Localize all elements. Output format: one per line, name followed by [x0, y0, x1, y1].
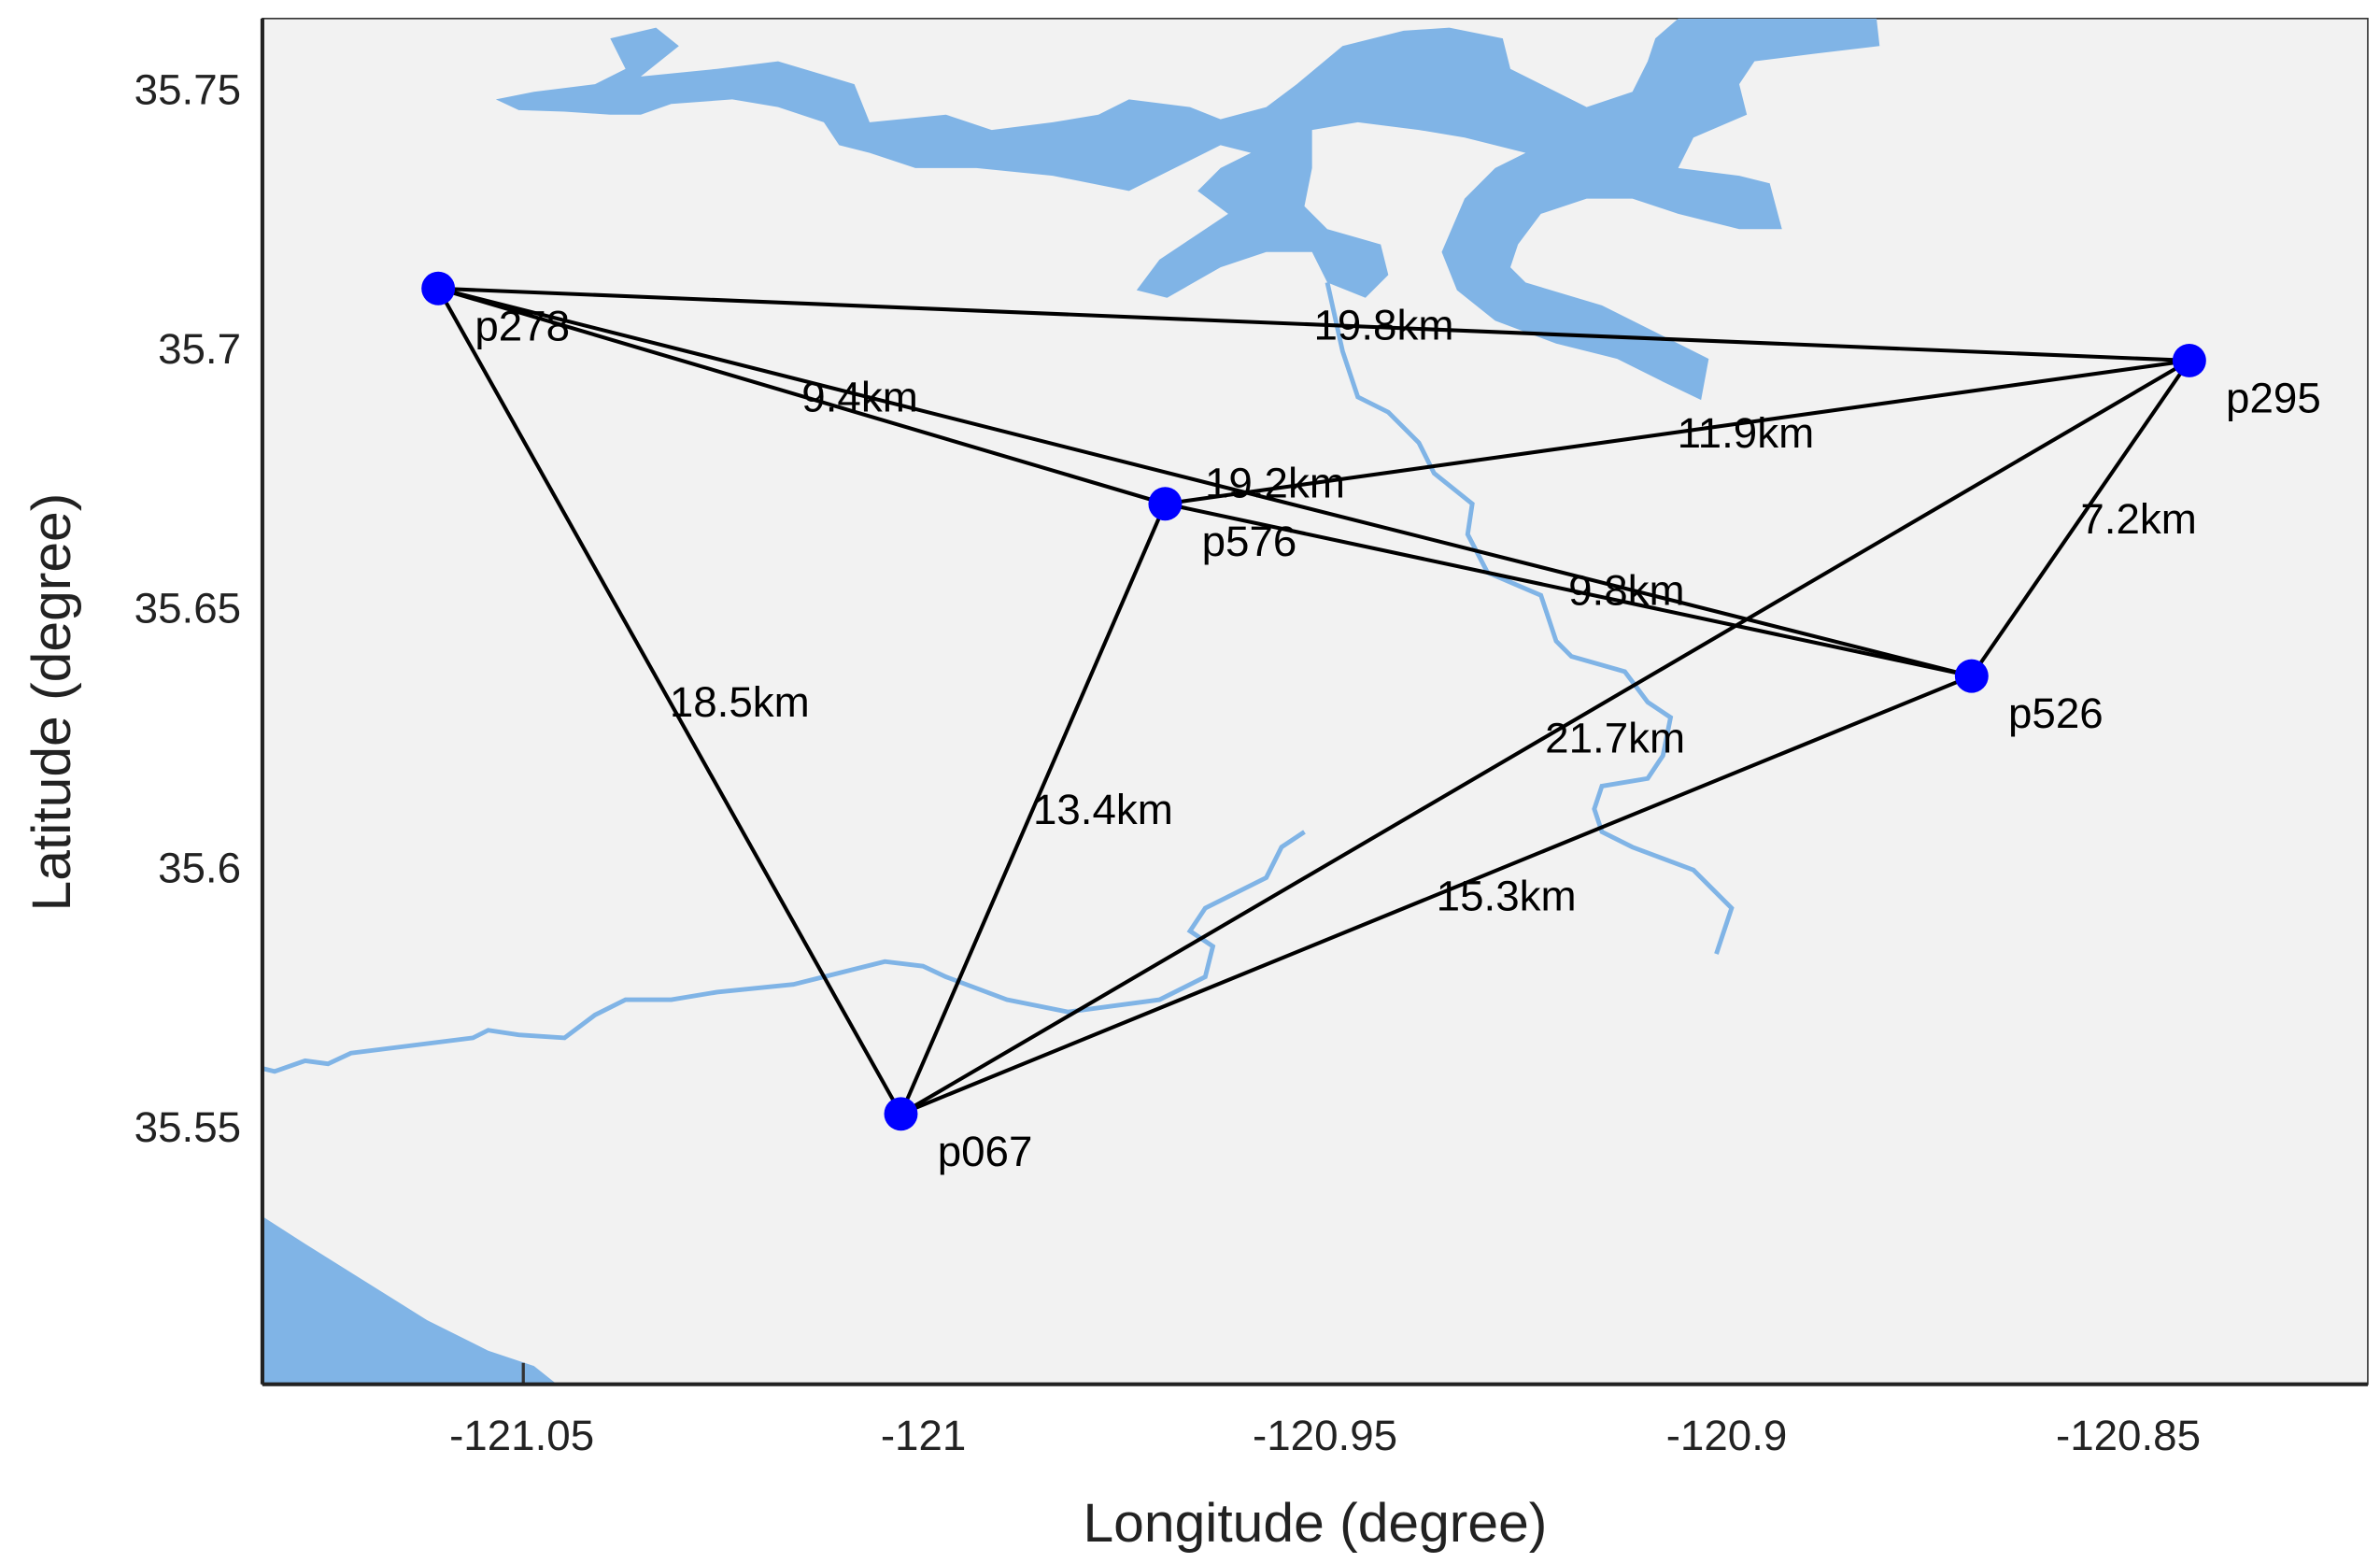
edge-distance-label: 11.9km — [1678, 409, 1815, 457]
y-tick-label: 35.65 — [135, 585, 241, 632]
x-axis-label: Longitude (degree) — [1083, 1493, 1547, 1554]
edge-distance-label: 13.4km — [1033, 786, 1173, 833]
x-tick-label: -120.85 — [2056, 1412, 2201, 1459]
edge-p278-p526 — [437, 286, 1973, 678]
edge-distance-label: 19.8km — [1314, 302, 1454, 349]
edge-p576-p295 — [1165, 358, 2190, 506]
y-axis-label: Latitude (degree) — [21, 493, 82, 912]
edge-labels: 19.8km 9.4km 19.2km 11.9km 9.8km 7.2km 18.5km 1… — [670, 302, 2197, 920]
edge-p576-p526 — [1164, 502, 1973, 678]
edge-p067-p526 — [900, 674, 1973, 1116]
edge-p278-p067 — [436, 287, 903, 1115]
edge-distance-label: 19.2km — [1205, 460, 1345, 507]
point-p295[interactable] — [2172, 343, 2206, 377]
point-p526[interactable] — [1954, 659, 1989, 693]
water-layer — [262, 18, 1880, 1385]
edge-distance-label: 7.2km — [2080, 495, 2197, 543]
edge-p067-p295 — [900, 359, 2190, 1116]
edge-p295-p526 — [1970, 359, 2191, 677]
edge-p278-p576 — [437, 286, 1166, 506]
edge-p278-p295 — [438, 286, 2189, 363]
edge-distance-label: 18.5km — [670, 678, 810, 726]
y-tick-label: 35.7 — [158, 325, 241, 373]
point-p067[interactable] — [884, 1097, 918, 1131]
point-label: p576 — [1202, 518, 1297, 565]
y-tick-label: 35.6 — [158, 844, 241, 891]
point-label: p295 — [2226, 374, 2321, 421]
x-tick-label: -121.05 — [449, 1412, 594, 1459]
x-tick-label: -120.95 — [1253, 1412, 1397, 1459]
y-tick-label: 35.75 — [135, 65, 241, 113]
y-tick-labels: 35.75 35.7 35.65 35.6 35.55 — [135, 65, 241, 1151]
edges — [436, 286, 2191, 1116]
x-tick-label: -121 — [881, 1412, 967, 1459]
x-tick-labels: -121.05 -121 -120.95 -120.9 -120.85 — [449, 1412, 2201, 1459]
point-label: p278 — [475, 302, 570, 349]
point-label: p526 — [2008, 689, 2104, 737]
edge-p576-p067 — [899, 503, 1168, 1115]
y-tick-label: 35.55 — [135, 1103, 241, 1151]
ocean — [262, 1216, 558, 1385]
point-p278[interactable] — [421, 271, 456, 305]
point-label: p067 — [938, 1128, 1033, 1175]
edge-distance-label: 9.8km — [1568, 567, 1685, 615]
river-north — [1325, 281, 1735, 955]
edge-distance-label: 9.4km — [801, 373, 918, 420]
edge-distance-label: 21.7km — [1545, 714, 1685, 761]
point-p576[interactable] — [1148, 487, 1183, 521]
x-tick-label: -120.9 — [1666, 1412, 1788, 1459]
lake — [495, 18, 1880, 401]
river-west — [262, 830, 1306, 1074]
points: p278 p295 p576 p526 p067 — [421, 271, 2321, 1175]
edge-distance-label: 15.3km — [1437, 872, 1577, 919]
